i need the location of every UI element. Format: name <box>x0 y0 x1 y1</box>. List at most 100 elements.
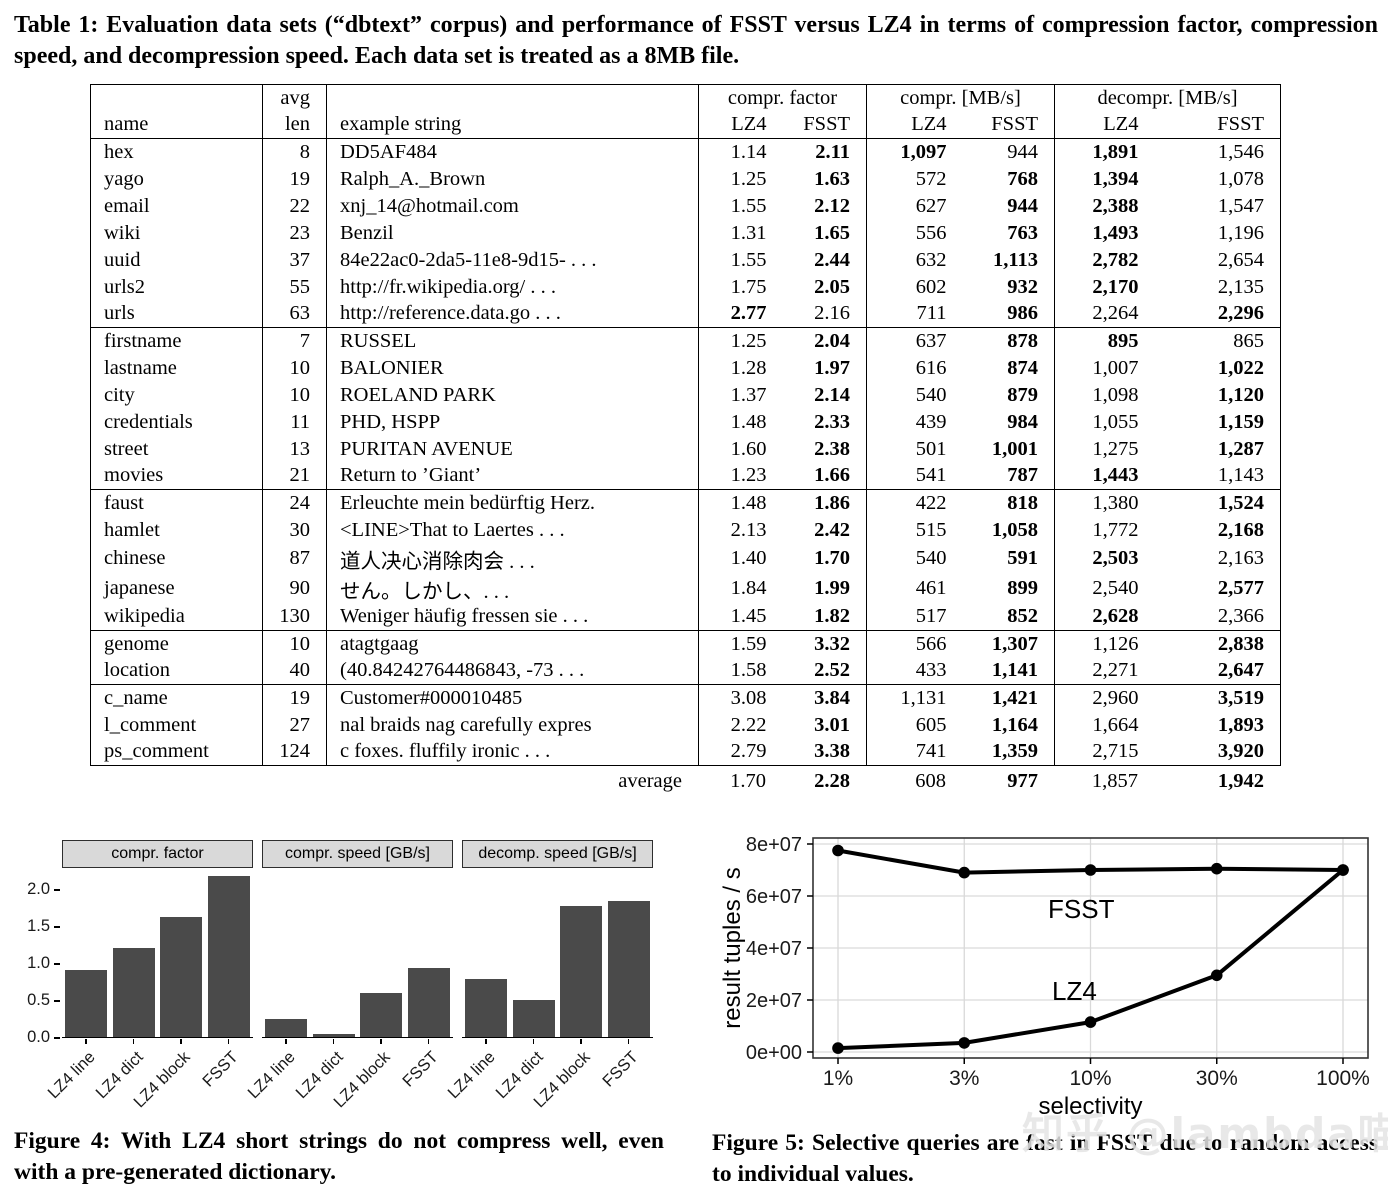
bar <box>112 948 155 1037</box>
row-value: 1.40 <box>698 543 783 574</box>
row-value: 1,120 <box>1154 381 1281 409</box>
row-name: uuid <box>90 246 263 274</box>
row-value: 2,782 <box>1054 246 1155 274</box>
average-value: 977 <box>1007 769 1038 792</box>
header-fsst: FSST <box>1154 111 1281 139</box>
table1: avg compr. factor compr. [MB/s] decompr. [M… <box>90 84 1281 796</box>
x-tick-label: 100% <box>1316 1067 1370 1090</box>
row-value: 1.58 <box>698 657 783 685</box>
row-name: genome <box>90 630 263 658</box>
x-tick-label: 3% <box>949 1067 979 1090</box>
row-value: 1,493 <box>1054 219 1155 247</box>
row-value: 1,022 <box>1154 354 1281 382</box>
header-group-row: avg compr. factor compr. [MB/s] decompr. [M… <box>90 84 1281 112</box>
x-tick-mark <box>132 1039 135 1044</box>
row-avg-len: 13 <box>262 435 327 463</box>
x-tick-mark <box>427 1039 430 1044</box>
row-value: 1.99 <box>814 577 850 599</box>
row-example-string: ROELAND PARK <box>326 381 699 409</box>
row-value: 3.01 <box>814 713 850 736</box>
series-label-lz4: LZ4 <box>1052 976 1097 1006</box>
header-fsst: FSST <box>962 111 1055 139</box>
row-value: 2.52 <box>782 657 867 685</box>
row-value: 2.33 <box>814 410 850 433</box>
row-value: 763 <box>1007 221 1038 244</box>
bar <box>407 967 450 1037</box>
row-value: 2.12 <box>814 194 850 217</box>
row-value: 741 <box>866 738 963 766</box>
row-value: 2.16 <box>782 300 867 328</box>
row-value: 2.42 <box>814 518 850 541</box>
row-value: 1.28 <box>698 354 783 382</box>
y-tick-mark <box>54 1037 60 1039</box>
row-value: 517 <box>866 603 963 631</box>
row-name: street <box>90 435 263 463</box>
table-row: wiki 23 Benzil 1.31 1.65 556 763 1,493 1,196 <box>90 219 1281 247</box>
row-value: 944 <box>1007 194 1038 217</box>
row-value: 1.37 <box>698 381 783 409</box>
y-tick-label: 0.0 <box>27 1028 50 1046</box>
row-value: 1,196 <box>1154 219 1281 247</box>
row-value: 1.82 <box>782 603 867 631</box>
row-value: 632 <box>866 246 963 274</box>
table-row: firstname 7 RUSSEL 1.25 2.04 637 878 895 865 <box>90 327 1281 355</box>
row-avg-len: 130 <box>262 603 327 631</box>
row-avg-len: 10 <box>262 630 327 658</box>
row-value: 2,163 <box>1154 543 1281 574</box>
x-tick-mark <box>85 1039 87 1044</box>
table-row: lastname 10 BALONIER 1.28 1.97 616 874 1,007 1,0… <box>90 354 1281 382</box>
header-sub-row: name len example string LZ4 FSST LZ4 FSST LZ4 FS… <box>90 111 1281 139</box>
data-point-fsst <box>1210 862 1223 875</box>
row-example-string: Benzil <box>326 219 699 247</box>
row-value: 2,540 <box>1054 573 1155 604</box>
average-value: 608 <box>915 769 946 792</box>
row-avg-len: 11 <box>262 408 327 436</box>
row-value: 986 <box>962 300 1055 328</box>
average-value: 2.28 <box>814 769 850 792</box>
row-value: 2,838 <box>1154 630 1281 658</box>
row-value: 2,654 <box>1154 246 1281 274</box>
row-avg-len: 55 <box>262 273 327 301</box>
row-avg-len: 8 <box>262 138 327 166</box>
row-example-string: 道人决心消除肉会 . . . <box>326 543 699 574</box>
row-value: 865 <box>1154 327 1281 355</box>
row-value: 1,893 <box>1154 711 1281 739</box>
row-name: firstname <box>90 327 263 355</box>
table-row: urls 63 http://reference.data.go . . . 2.77… <box>90 300 1281 328</box>
table-row: ps_comment 124 c foxes. fluffily ironic . … <box>90 738 1281 766</box>
row-avg-len: 27 <box>262 711 327 739</box>
y-tick-label: 0.5 <box>27 991 50 1010</box>
row-name: urls <box>90 300 263 328</box>
x-axis-title: selectivity <box>1038 1093 1142 1120</box>
table-group: firstname 7 RUSSEL 1.25 2.04 637 878 895 865 last… <box>90 327 1281 490</box>
row-name: chinese <box>90 543 263 574</box>
table-row: email 22 xnj_14@hotmail.com 1.55 2.12 627 944 2… <box>90 192 1281 220</box>
row-value: 637 <box>866 327 963 355</box>
row-value: 787 <box>962 462 1055 490</box>
figure5-line-chart: 0e+00 2e+07 4e+07 6e+07 8e+07 1% 3% 10% 30% 100% s… <box>719 834 1370 1120</box>
header-len: len <box>262 111 327 139</box>
x-tick-mark <box>380 1039 382 1044</box>
row-value: 2,170 <box>1054 273 1155 301</box>
row-example-string: RUSSEL <box>326 327 699 355</box>
figure5-caption: Figure 5: Selective queries are fast in … <box>712 1130 1378 1187</box>
table-row: hex 8 DD5AF484 1.14 2.11 1,097 944 1,891 1,546 <box>90 138 1281 166</box>
y-tick-label: 6e+07 <box>746 886 802 908</box>
row-value: 2,296 <box>1154 300 1281 328</box>
row-value: 605 <box>866 711 963 739</box>
figure4-panels: compr. factor LZ4 line LZ4 dict LZ4 block FS… <box>44 840 653 1124</box>
table-row: l_comment 27 nal braids nag carefully expr… <box>90 711 1281 739</box>
row-value: 2,960 <box>1054 684 1155 712</box>
row-value: 2.79 <box>698 738 783 766</box>
x-tick-label: 30% <box>1196 1067 1238 1090</box>
bar <box>360 993 402 1037</box>
average-row-table: average 1.70 2.28 608 977 1,857 1,942 <box>90 766 1280 796</box>
row-value: 1.60 <box>698 435 783 463</box>
bar <box>312 1034 355 1037</box>
row-value: 1.59 <box>698 630 783 658</box>
y-tick-label: 2.0 <box>27 880 50 899</box>
row-value: 1.70 <box>814 547 850 569</box>
row-example-string: nal braids nag carefully expres <box>326 711 699 739</box>
x-tick-label: 10% <box>1069 1067 1111 1090</box>
y-tick-label: 2e+07 <box>746 990 802 1012</box>
